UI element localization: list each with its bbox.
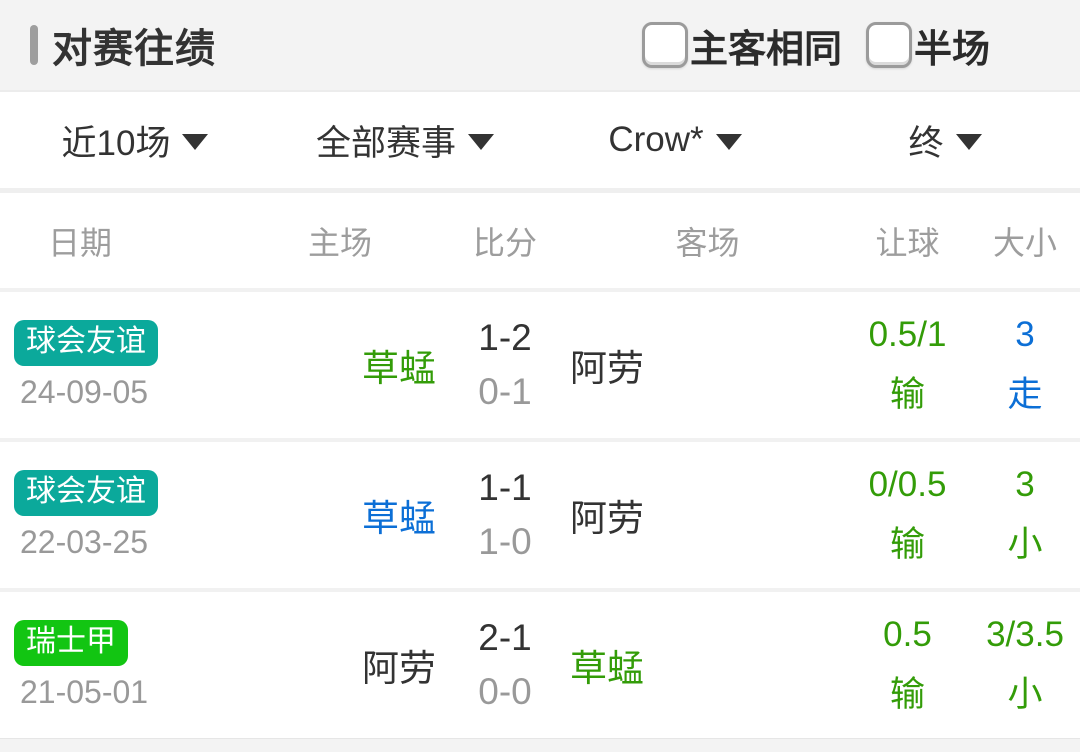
overunder-result: 小 [1007,525,1043,564]
away-team: 草蜢 [570,648,644,689]
filter-all-competitions-label: 全部赛事 [315,123,456,163]
handicap-result: 输 [889,525,925,564]
chevron-down-icon [715,134,742,150]
half-time-score: 1-0 [478,521,532,562]
handicap-result: 输 [889,675,925,714]
match-date: 22-03-25 [20,523,149,560]
match-row[interactable]: 球会友谊 24-09-05 草蜢 1-2 0-1 阿劳 0.5/1 输 3 走 [0,288,1080,438]
filter-recent-matches-label: 近10场 [61,123,171,163]
home-team: 草蜢 [362,498,436,539]
column-header-score: 比分 [472,224,537,261]
overunder-line: 3 [1015,465,1035,504]
full-time-score: 1-1 [478,467,532,508]
overunder-result: 小 [1007,675,1043,714]
match-row[interactable]: 球会友谊 22-03-25 草蜢 1-1 1-0 阿劳 0/0.5 输 3 小 [0,438,1080,588]
match-row[interactable]: 瑞士甲 21-05-01 阿劳 2-1 0-0 草蜢 0.5 输 3/3.5 小 [0,588,1080,738]
same-home-away-checkbox-icon[interactable] [641,22,688,68]
filter-result-type-label: 终 [908,123,944,163]
column-header-home: 主场 [307,224,372,261]
filter-team-label: Crow* [608,120,704,159]
filter-team[interactable]: Crow* [540,120,810,160]
full-time-score: 1-2 [478,317,532,358]
filter-recent-matches[interactable]: 近10场 [0,115,270,166]
league-badge: 瑞士甲 [14,619,128,666]
match-date: 21-05-01 [20,673,149,710]
title-accent-bar [30,25,38,65]
half-time-score: 0-0 [478,671,532,712]
match-date: 24-09-05 [20,373,149,410]
overunder-result: 走 [1007,375,1043,414]
half-time-label: 半场 [913,28,990,71]
half-time-score: 0-1 [478,371,532,412]
handicap-line: 0.5 [883,615,932,654]
away-team: 阿劳 [570,348,644,389]
league-badge: 球会友谊 [14,469,158,516]
checkbox-same-home-away[interactable]: 主客相同 [641,18,842,73]
filter-all-competitions[interactable]: 全部赛事 [270,115,540,166]
column-header-overunder: 大小 [992,224,1057,261]
handicap-result: 输 [889,375,925,414]
chevron-down-icon [955,134,982,150]
filter-bar: 近10场 全部赛事 Crow* 终 [0,92,1080,188]
table-header: 日期 主场 比分 客场 让球 大小 [0,188,1080,288]
handicap-line: 0.5/1 [868,315,947,354]
handicap-line: 0/0.5 [868,465,947,504]
home-team: 阿劳 [362,648,436,689]
home-team: 草蜢 [362,348,436,389]
bottom-divider [0,738,1080,752]
column-header-date: 日期 [48,224,113,261]
overunder-line: 3 [1015,315,1035,354]
column-header-handicap: 让球 [875,224,940,261]
away-team: 阿劳 [570,498,644,539]
league-badge: 球会友谊 [14,319,158,366]
chevron-down-icon [182,134,209,150]
section-header: 对赛往绩 主客相同 半场 [0,0,1080,92]
filter-result-type[interactable]: 终 [810,115,1080,166]
checkbox-half-time[interactable]: 半场 [865,18,990,73]
full-time-score: 2-1 [478,617,532,658]
chevron-down-icon [468,134,494,150]
page-title: 对赛往绩 [52,27,216,71]
column-header-away: 客场 [675,224,740,261]
same-home-away-label: 主客相同 [689,28,842,71]
overunder-line: 3/3.5 [986,615,1064,654]
half-time-checkbox-icon[interactable] [865,22,912,68]
